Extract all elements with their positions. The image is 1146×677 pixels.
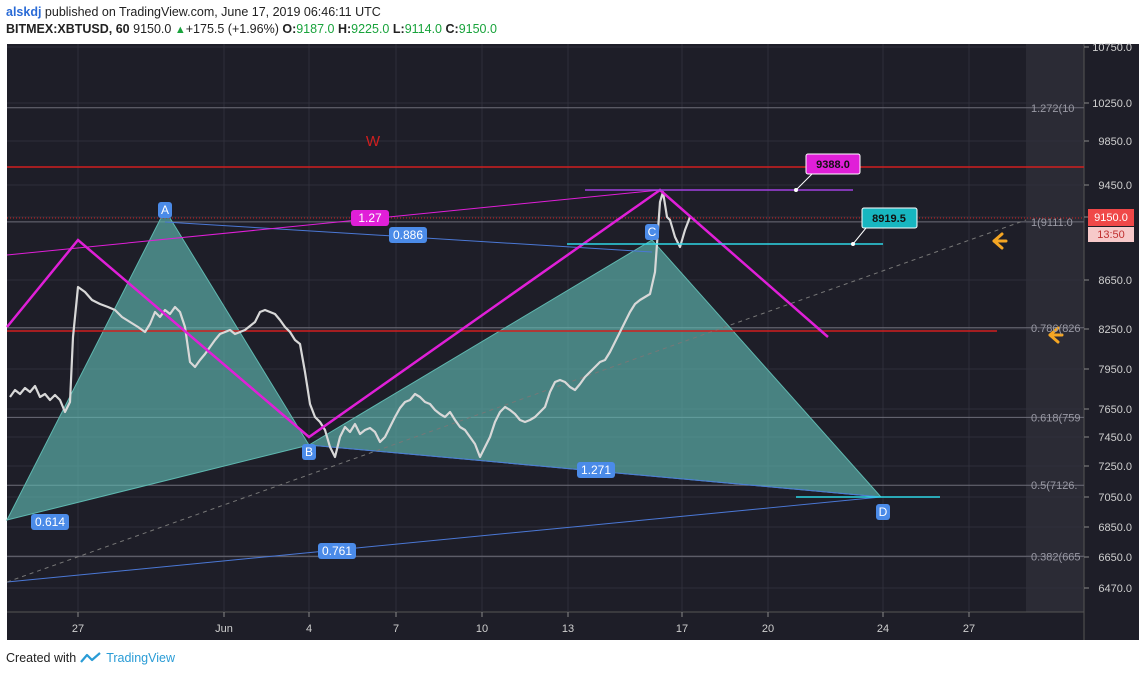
y-tick-label: 7650.0 xyxy=(1098,404,1132,416)
y-tick-label: 8250.0 xyxy=(1098,324,1132,336)
price-change: +175.5 (+1.96%) xyxy=(185,22,279,36)
fib-level-label: 1(9111.0 xyxy=(1031,217,1073,229)
ratio-badge[interactable] xyxy=(351,210,389,226)
y-tick-label: 7250.0 xyxy=(1098,461,1132,473)
fib-level-label: 1.272(10 xyxy=(1031,103,1074,115)
tradingview-link[interactable]: TradingView xyxy=(106,651,175,665)
current-price-badge-text: 9150.0 xyxy=(1094,212,1128,224)
callout-high-text: 9388.0 xyxy=(816,159,850,171)
fib-level-labels: 1.272(10 1(9111.0 0.786(826 0.618(759 0.5(71… xyxy=(1031,103,1081,564)
x-tick-label: 10 xyxy=(476,623,488,635)
ratio-labels: 0.614 0.886 1.271 0.761 1.27 xyxy=(31,210,615,559)
callout-mid-text: 8919.5 xyxy=(872,213,906,225)
time-axis[interactable]: 27 Jun 4 7 10 13 17 20 24 27 xyxy=(72,612,975,635)
open-value: 9187.0 xyxy=(296,22,335,36)
current-price-badge xyxy=(1088,209,1134,226)
symbol-label: BITMEX:XBTUSD, 60 xyxy=(6,22,130,36)
author-link[interactable]: alskdj xyxy=(6,5,42,19)
callout-mid-box[interactable] xyxy=(861,207,918,229)
ratio-badge[interactable] xyxy=(577,462,615,478)
open-label: O: xyxy=(282,22,297,36)
ratio-label: 0.761 xyxy=(322,544,352,558)
arrow-left-icon xyxy=(1048,326,1064,344)
x-tick-label: 17 xyxy=(676,623,688,635)
x-tick-label: 13 xyxy=(562,623,574,635)
ohlc-info: BITMEX:XBTUSD, 60 9150.0 ▲+175.5 (+1.96%… xyxy=(6,22,497,36)
close-label: C: xyxy=(445,22,459,36)
point-d-badge[interactable] xyxy=(876,504,890,520)
ratio-badge[interactable] xyxy=(389,227,427,243)
ratio-badge[interactable] xyxy=(318,543,356,559)
fib-level-label: 0.5(7126. xyxy=(1031,480,1077,492)
ratio-badge[interactable] xyxy=(31,514,69,530)
y-tick-label: 6850.0 xyxy=(1098,522,1132,534)
x-tick-label: 7 xyxy=(393,623,399,635)
countdown-text: 13:50 xyxy=(1097,229,1125,241)
y-tick-label: 7050.0 xyxy=(1098,492,1132,504)
low-label: L: xyxy=(392,22,405,36)
y-tick-label: 6650.0 xyxy=(1098,552,1132,564)
x-tick-label: 24 xyxy=(877,623,889,635)
high-value: 9225.0 xyxy=(351,22,390,36)
ratio-label: 0.614 xyxy=(35,515,65,529)
point-b-label: B xyxy=(305,445,313,459)
wave-w-label: W xyxy=(366,133,381,150)
ratio-label: 1.271 xyxy=(581,463,611,477)
x-tick-label: 20 xyxy=(762,623,774,635)
footer: Created with TradingView xyxy=(6,651,175,665)
triangle-up-icon: ▲ xyxy=(174,24,186,36)
ratio-label: 1.27 xyxy=(358,211,382,225)
price-candles xyxy=(9,190,692,459)
low-value: 9114.0 xyxy=(404,22,442,36)
point-b-badge[interactable] xyxy=(302,444,316,460)
last-price: 9150.0 xyxy=(133,22,172,36)
close-value: 9150.0 xyxy=(458,22,497,36)
chart-header: alskdj published on TradingView.com, Jun… xyxy=(0,0,1146,42)
y-tick-label: 10250.0 xyxy=(1092,98,1132,110)
magenta-channel-line[interactable] xyxy=(6,189,661,256)
callout-mid-pointer xyxy=(852,227,867,245)
created-with-label: Created with xyxy=(6,651,77,665)
y-tick-label: 6470.0 xyxy=(1098,583,1132,595)
pattern-xab-triangle[interactable] xyxy=(6,208,310,521)
ratio-label: 0.886 xyxy=(393,228,423,242)
publish-text: published on TradingView.com, June 17, 2… xyxy=(41,5,381,19)
x-tick-label: Jun xyxy=(215,623,233,635)
callout-high-pointer xyxy=(795,173,813,191)
fib-level-label: 0.618(759 xyxy=(1031,412,1081,424)
point-d-label: D xyxy=(879,505,888,519)
fib-level-label: 0.382(665 xyxy=(1031,551,1081,563)
point-a-label: A xyxy=(161,203,169,217)
x-tick-label: 27 xyxy=(963,623,975,635)
tradingview-logo-icon xyxy=(80,652,101,663)
xd-line[interactable] xyxy=(6,496,882,583)
y-tick-label: 8650.0 xyxy=(1098,275,1132,287)
callout-mid-dot xyxy=(851,242,855,246)
y-tick-label: 7950.0 xyxy=(1098,364,1132,376)
zigzag-wave[interactable] xyxy=(6,188,829,439)
price-chart[interactable]: W A B C D 0.614 0.886 1.271 0.761 1.27 9388.0 8… xyxy=(0,42,1146,642)
publish-info: alskdj published on TradingView.com, Jun… xyxy=(6,5,381,19)
point-c-label: C xyxy=(648,225,657,239)
high-label: H: xyxy=(337,22,352,36)
callout-high-dot xyxy=(794,188,798,192)
countdown-badge xyxy=(1088,227,1134,242)
x-tick-label: 4 xyxy=(306,623,312,635)
point-c-badge[interactable] xyxy=(645,224,659,240)
y-tick-label: 7450.0 xyxy=(1098,432,1132,444)
fib-level-label: 0.786(826 xyxy=(1031,323,1081,335)
callout-high-box[interactable] xyxy=(805,153,861,175)
x-tick-label: 27 xyxy=(72,623,84,635)
y-tick-label: 10750.0 xyxy=(1092,42,1132,54)
pattern-point-labels: A B C D xyxy=(158,202,890,520)
arrow-left-icon xyxy=(992,232,1008,250)
y-tick-label: 9850.0 xyxy=(1098,136,1132,148)
point-a-badge[interactable] xyxy=(158,202,172,218)
y-tick-label: 9450.0 xyxy=(1098,180,1132,192)
